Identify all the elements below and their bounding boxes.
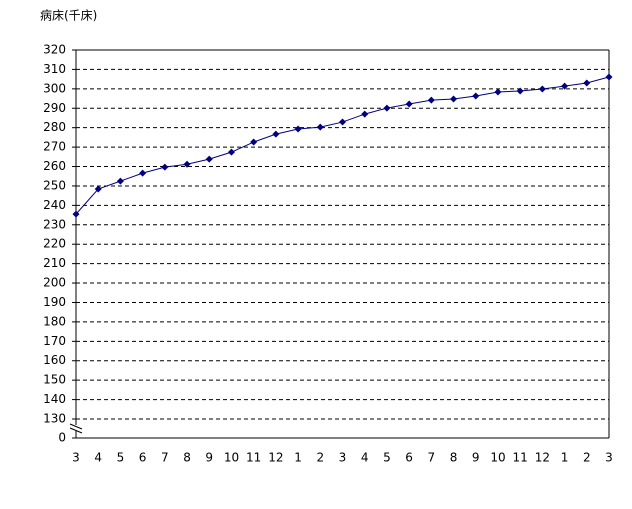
axis-break bbox=[69, 427, 83, 434]
x-tick-label: 3 bbox=[605, 451, 613, 465]
x-tick-label: 11 bbox=[513, 451, 528, 465]
y-tick-label: 270 bbox=[43, 140, 66, 154]
data-point bbox=[272, 130, 280, 138]
x-tick-label: 7 bbox=[161, 451, 169, 465]
x-tick-label: 3 bbox=[339, 451, 347, 465]
data-point bbox=[516, 87, 524, 95]
data-point bbox=[183, 160, 191, 168]
y-tick-label: 170 bbox=[43, 334, 66, 348]
data-point bbox=[250, 138, 258, 146]
x-tick-label: 9 bbox=[205, 451, 213, 465]
x-tick-label: 1 bbox=[561, 451, 569, 465]
data-point bbox=[538, 85, 546, 93]
data-point bbox=[361, 110, 369, 118]
x-tick-label: 9 bbox=[472, 451, 480, 465]
y-tick-label: 210 bbox=[43, 256, 66, 270]
y-tick-label: 160 bbox=[43, 353, 66, 367]
data-point bbox=[339, 118, 346, 126]
data-point bbox=[450, 95, 458, 103]
y-tick-label: 150 bbox=[43, 373, 66, 387]
y-tick-label: 250 bbox=[43, 178, 66, 192]
x-tick-label: 11 bbox=[246, 451, 261, 465]
data-point bbox=[427, 96, 435, 104]
x-tick-label: 5 bbox=[117, 451, 125, 465]
x-tick-label: 12 bbox=[268, 451, 283, 465]
y-tick-label: 280 bbox=[43, 120, 66, 134]
y-tick-label: 190 bbox=[43, 295, 66, 309]
y-tick-label: 180 bbox=[43, 314, 66, 328]
x-tick-label: 12 bbox=[535, 451, 550, 465]
data-point bbox=[494, 88, 502, 96]
data-point bbox=[472, 92, 480, 100]
x-tick-label: 1 bbox=[294, 451, 302, 465]
x-tick-label: 7 bbox=[428, 451, 436, 465]
data-point bbox=[227, 148, 235, 156]
x-tick-label: 8 bbox=[183, 451, 191, 465]
y-tick-label: 300 bbox=[43, 81, 66, 95]
y-tick-label: 200 bbox=[43, 276, 66, 290]
data-point bbox=[205, 155, 213, 163]
data-line bbox=[75, 76, 610, 215]
data-point bbox=[94, 185, 102, 193]
data-point bbox=[405, 100, 413, 108]
y-tick-label: 260 bbox=[43, 159, 66, 173]
data-point bbox=[583, 79, 591, 87]
x-tick-label: 6 bbox=[405, 451, 413, 465]
y-tick-label: 240 bbox=[43, 198, 66, 212]
data-point bbox=[116, 177, 124, 185]
y-tick-label: 290 bbox=[43, 101, 66, 115]
y-tick-label: 320 bbox=[43, 43, 66, 57]
x-tick-label: 10 bbox=[224, 451, 239, 465]
data-point bbox=[72, 210, 80, 218]
x-tick-label: 3 bbox=[72, 451, 80, 465]
data-point bbox=[161, 163, 169, 171]
x-tick-label: 4 bbox=[361, 451, 369, 465]
x-tick-label: 6 bbox=[139, 451, 147, 465]
y-tick-label: 140 bbox=[43, 392, 66, 406]
y-axis-label: 病床(千床) bbox=[40, 8, 97, 23]
data-point bbox=[139, 169, 147, 177]
data-point bbox=[561, 82, 569, 90]
y-tick-label: 0 bbox=[58, 431, 66, 445]
data-point bbox=[605, 73, 613, 81]
data-point bbox=[383, 104, 391, 112]
axis-break bbox=[69, 423, 83, 430]
y-tick-label: 310 bbox=[43, 62, 66, 76]
data-point bbox=[294, 125, 302, 133]
axis-break bbox=[70, 425, 82, 431]
x-tick-label: 4 bbox=[94, 451, 102, 465]
data-point bbox=[316, 123, 324, 131]
x-tick-label: 5 bbox=[383, 451, 391, 465]
y-tick-label: 220 bbox=[43, 237, 66, 251]
y-tick-label: 130 bbox=[43, 412, 66, 426]
x-tick-label: 2 bbox=[316, 451, 324, 465]
x-tick-label: 10 bbox=[490, 451, 505, 465]
x-tick-label: 2 bbox=[583, 451, 591, 465]
y-tick-label: 230 bbox=[43, 217, 66, 231]
x-tick-label: 8 bbox=[450, 451, 458, 465]
